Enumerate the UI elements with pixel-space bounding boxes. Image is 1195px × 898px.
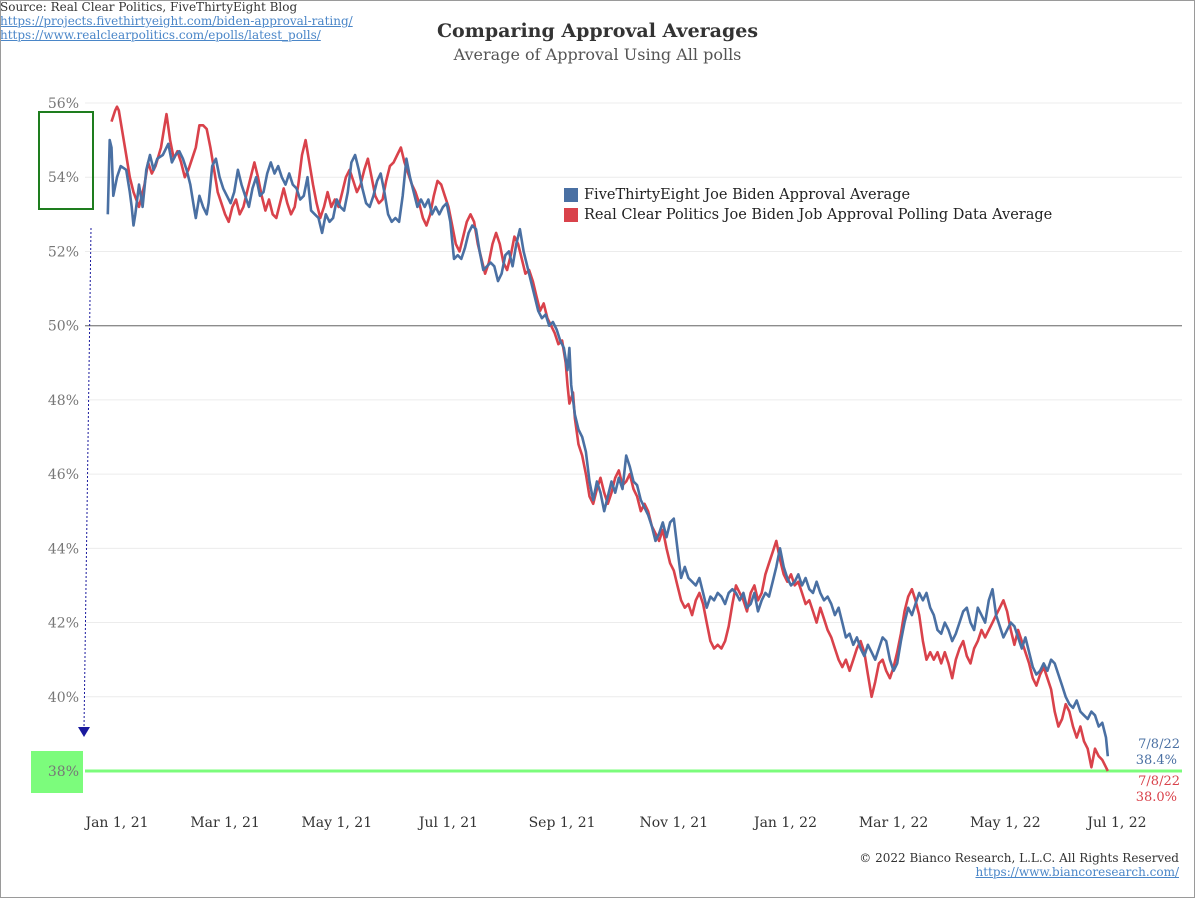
highlight-38-label (31, 751, 83, 793)
copyright-text: © 2022 Bianco Research, L.L.C. All Right… (859, 851, 1179, 865)
x-tick-label: Jul 1, 21 (417, 815, 478, 831)
x-tick-label: May 1, 22 (970, 815, 1041, 831)
x-axis-ticks: Jan 1, 21 Mar 1, 21 May 1, 21 Jul 1, 21 Sep … (83, 815, 1146, 831)
y-tick-label: 48% (48, 393, 79, 409)
footer-source-block: Source: Real Clear Politics, FiveThirtyE… (0, 0, 1195, 42)
series-line-rcp (110, 105, 1109, 772)
bianco-site-link[interactable]: https://www.biancoresearch.com/ (975, 865, 1179, 879)
y-tick-label: 52% (48, 244, 79, 260)
end-label-date: 7/8/22 (1138, 737, 1180, 752)
x-tick-label: Jul 1, 22 (1085, 815, 1146, 831)
y-tick-label: 54% (48, 170, 79, 186)
y-tick-label: 56% (48, 96, 79, 112)
chart-title: Comparing Approval Averages (436, 20, 759, 42)
x-tick-label: Mar 1, 22 (859, 815, 928, 831)
source-link-fivethirtyeight[interactable]: https://projects.fivethirtyeight.com/bid… (0, 14, 353, 28)
source-link-rcp[interactable]: https://www.realclearpolitics.com/epolls… (0, 28, 321, 42)
series-line-fivethirtyeight (106, 138, 1110, 757)
series-lines (106, 105, 1110, 772)
source-text: Source: Real Clear Politics, FiveThirtyE… (0, 0, 298, 14)
y-tick-label: 42% (48, 616, 79, 632)
arrow-head (78, 727, 90, 737)
y-tick-label: 50% (48, 319, 79, 335)
chart-subtitle: Average of Approval Using All polls (453, 45, 742, 64)
annotation-box-54 (38, 111, 94, 210)
y-axis-ticks: 56% 54% 52% 50% 48% 46% 44% 42% 40% 38% (48, 96, 79, 780)
legend-swatch-red (564, 208, 578, 222)
x-tick-label: Mar 1, 21 (190, 815, 259, 831)
x-tick-label: Jan 1, 21 (83, 815, 148, 831)
x-tick-label: Jan 1, 22 (752, 815, 817, 831)
x-tick-label: May 1, 21 (301, 815, 372, 831)
legend-item-fivethirtyeight: FiveThirtyEight Joe Biden Approval Avera… (564, 187, 910, 203)
end-label-date: 7/8/22 (1138, 774, 1180, 789)
legend-label-rcp: Real Clear Politics Joe Biden Job Approv… (584, 207, 1053, 223)
y-tick-label: 46% (48, 467, 79, 483)
x-tick-label: Sep 1, 21 (529, 815, 596, 831)
legend-item-rcp: Real Clear Politics Joe Biden Job Approv… (564, 207, 1052, 223)
end-label-value: 38.0% (1136, 790, 1177, 805)
dashed-arrow (83, 227, 92, 729)
legend-label-fivethirtyeight: FiveThirtyEight Joe Biden Approval Avera… (584, 187, 911, 203)
x-tick-label: Nov 1, 21 (639, 815, 708, 831)
legend-swatch-blue (564, 188, 578, 202)
y-tick-label: 38% (48, 764, 79, 780)
y-tick-label: 40% (48, 690, 79, 706)
y-tick-label: 44% (48, 541, 79, 557)
footer-copyright-block: © 2022 Bianco Research, L.L.C. All Right… (859, 851, 1179, 879)
end-label-value: 38.4% (1136, 753, 1177, 768)
